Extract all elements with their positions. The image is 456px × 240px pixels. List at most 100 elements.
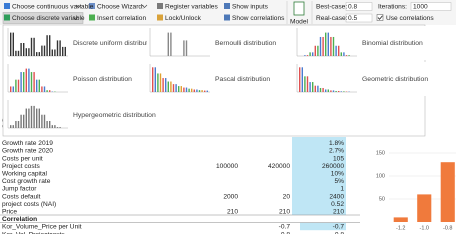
thumb-bar (206, 90, 208, 92)
thumb-bar (36, 108, 38, 128)
thumb-bar (330, 36, 332, 56)
thumb-bar (10, 32, 12, 56)
menu-item[interactable] (5, 98, 143, 132)
cell: 210 (227, 208, 238, 215)
thumb-bar (193, 89, 195, 92)
thumb-bar (178, 86, 180, 92)
thumb-bar (204, 90, 206, 92)
thumb-bar (332, 90, 335, 92)
thumb-bar (25, 68, 27, 92)
thumb-bar (62, 46, 64, 56)
cell: 1.8% (329, 140, 344, 147)
thumb-bar (201, 90, 203, 92)
thumb-bar (12, 86, 14, 92)
thumb-bar (306, 76, 309, 92)
menu-item[interactable] (5, 62, 143, 96)
thumb-bar (56, 127, 59, 128)
cell: 20 (283, 193, 291, 200)
field-value[interactable]: 0.5 (348, 15, 357, 22)
thumb-bar (301, 67, 303, 92)
menu-item[interactable] (5, 26, 143, 60)
menu-item-label[interactable]: Hypergeometric distribution (73, 112, 156, 119)
menu-item-label[interactable]: Bernoulli distribution (215, 40, 276, 47)
thumb-bar (152, 67, 154, 92)
thumb-bar (345, 55, 348, 56)
thumb-bar (340, 91, 342, 92)
menu-item-label[interactable]: Poisson distribution (73, 76, 132, 83)
menu-item-label[interactable]: Binomial distribution (362, 40, 423, 47)
thumb-bar (314, 45, 316, 56)
thumb-bar (43, 45, 46, 56)
thumb-bar (28, 68, 30, 92)
thumb-bar (36, 79, 38, 92)
field-value[interactable]: 0.8 (348, 3, 357, 10)
icon (224, 14, 230, 21)
thumb-bar (162, 78, 164, 92)
thumb-bar (15, 79, 17, 92)
menu-item-label[interactable]: Pascal distribution (215, 76, 270, 83)
thumb-bar (330, 90, 332, 92)
menu-item[interactable] (294, 62, 432, 96)
thumb-bar (51, 125, 53, 128)
thumb-bar (41, 45, 43, 56)
thumb-bar (185, 40, 188, 56)
cell: 1 (340, 186, 344, 193)
row-label: Kor_Volume_Price per Unit (2, 224, 82, 231)
thumb-bar (175, 84, 177, 92)
checkbox[interactable] (376, 14, 384, 21)
cell: 2400 (329, 193, 344, 200)
thumb-bar (38, 79, 40, 92)
thumb-bar (33, 72, 35, 92)
input-box[interactable] (345, 13, 373, 23)
icon (89, 3, 95, 9)
button-label[interactable]: Choose Wizard: (97, 3, 144, 10)
field-value[interactable]: 1000 (413, 3, 428, 10)
icon (4, 14, 10, 21)
y-tick-label: 150 (376, 150, 385, 156)
input-box[interactable] (410, 2, 452, 11)
menu-item-label[interactable]: Discrete uniform distribution (73, 40, 157, 47)
cell: -0.8 (333, 231, 345, 234)
thumb-bar (312, 52, 314, 56)
button-label[interactable]: Model (290, 18, 308, 25)
thumb-bar (338, 45, 340, 56)
thumb-bar (325, 32, 327, 56)
cell: 420000 (268, 163, 290, 170)
thumb-bar (54, 125, 56, 128)
active-button[interactable] (2, 12, 84, 24)
button-label[interactable]: Choose discrete variable (12, 15, 85, 22)
button-label[interactable]: Insert correlation (97, 15, 146, 22)
cell: 210 (333, 208, 344, 215)
cell: -0.8 (279, 231, 291, 234)
thumb-bar (159, 73, 162, 92)
screenshot: Choose continuous variable Choose discre… (0, 0, 456, 234)
button-label[interactable]: Register variables (165, 3, 218, 10)
thumb-bar (46, 120, 48, 128)
input-box[interactable] (345, 2, 373, 11)
menu-item[interactable] (147, 62, 285, 96)
cell: 100000 (216, 163, 238, 170)
checkbox-label[interactable]: Use correlations (386, 15, 434, 22)
cell: 0.52 (331, 201, 344, 208)
cell: 2.7% (329, 148, 344, 155)
thumb-bar (172, 84, 175, 92)
row-label: Project costs (2, 163, 40, 170)
cell: -0.7 (333, 224, 345, 231)
highlight-cell (300, 222, 346, 231)
button-label[interactable]: Lock/Unlock (165, 15, 202, 22)
thumb-bar (319, 87, 322, 92)
menu-item-label[interactable]: Geometric distribution (362, 76, 428, 83)
button-label[interactable]: Show inputs (232, 3, 269, 10)
thumb-bar (49, 90, 51, 92)
thumb-bar (15, 50, 17, 56)
thumb-bar (170, 32, 172, 56)
thumb-bar (157, 73, 159, 92)
menu-item[interactable] (294, 26, 432, 60)
menu-item[interactable] (147, 26, 285, 60)
thumb-bar (17, 120, 20, 128)
thumb-bar (20, 43, 22, 56)
thumb-bar (49, 35, 51, 56)
button-label[interactable]: Show correlations (232, 15, 285, 22)
button-label[interactable]: Choose continuous variable (12, 3, 94, 10)
